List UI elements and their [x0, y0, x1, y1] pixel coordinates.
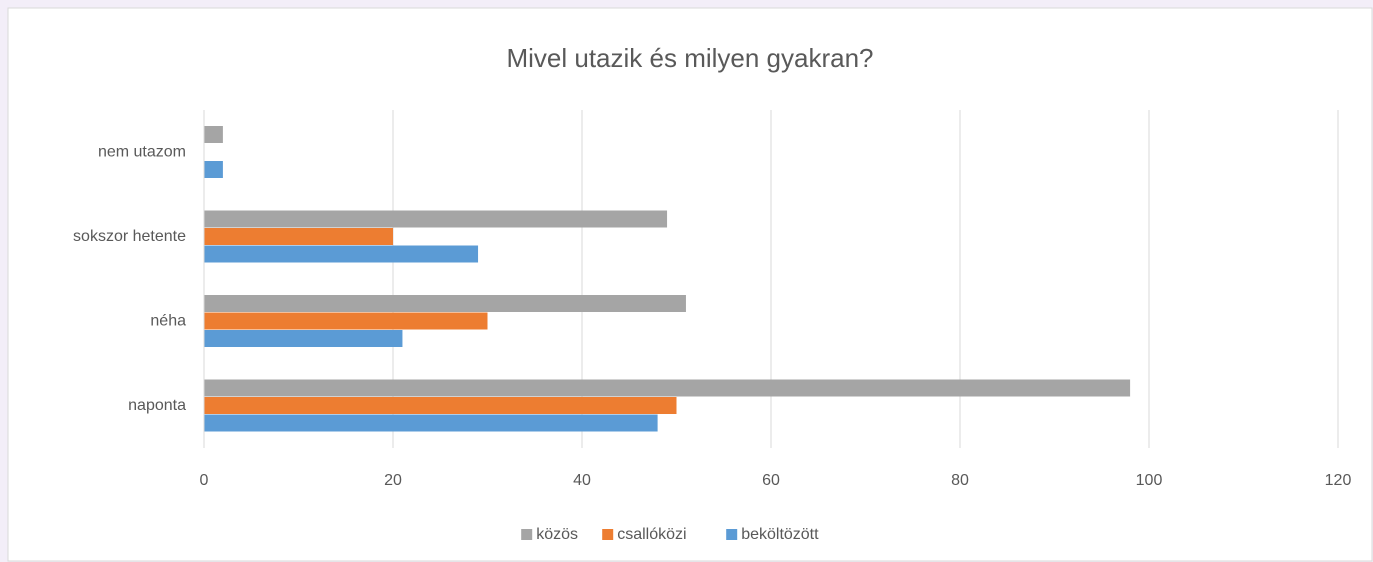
x-tick-label: 120 [1325, 472, 1352, 489]
bar [204, 312, 488, 330]
legend-label: közös [536, 526, 578, 543]
bar [204, 330, 403, 347]
bar [204, 228, 393, 245]
legend-label: beköltözött [741, 526, 819, 543]
x-tick-label: 100 [1136, 472, 1163, 489]
legend-swatch [726, 529, 738, 540]
chart-title: Mivel utazik és milyen gyakran? [506, 43, 873, 73]
x-tick-label: 80 [951, 472, 969, 489]
bar [204, 379, 1131, 397]
x-tick-label: 20 [384, 472, 402, 489]
bar [204, 397, 677, 414]
bar [204, 161, 223, 178]
y-tick-label: naponta [128, 397, 186, 414]
bar [204, 245, 479, 263]
x-tick-label: 0 [200, 472, 209, 489]
legend-swatch [521, 529, 533, 540]
bar [204, 295, 686, 312]
bar [204, 210, 668, 228]
y-tick-label: sokszor hetente [73, 228, 186, 245]
y-tick-label: nem utazom [98, 143, 186, 160]
legend-swatch [602, 529, 614, 540]
legend-label: csallóközi [617, 526, 686, 543]
x-tick-label: 40 [573, 472, 591, 489]
y-tick-label: néha [150, 312, 186, 329]
bar [204, 414, 658, 432]
chart-frame [7, 7, 1373, 562]
x-tick-label: 60 [762, 472, 780, 489]
bar [204, 126, 223, 143]
